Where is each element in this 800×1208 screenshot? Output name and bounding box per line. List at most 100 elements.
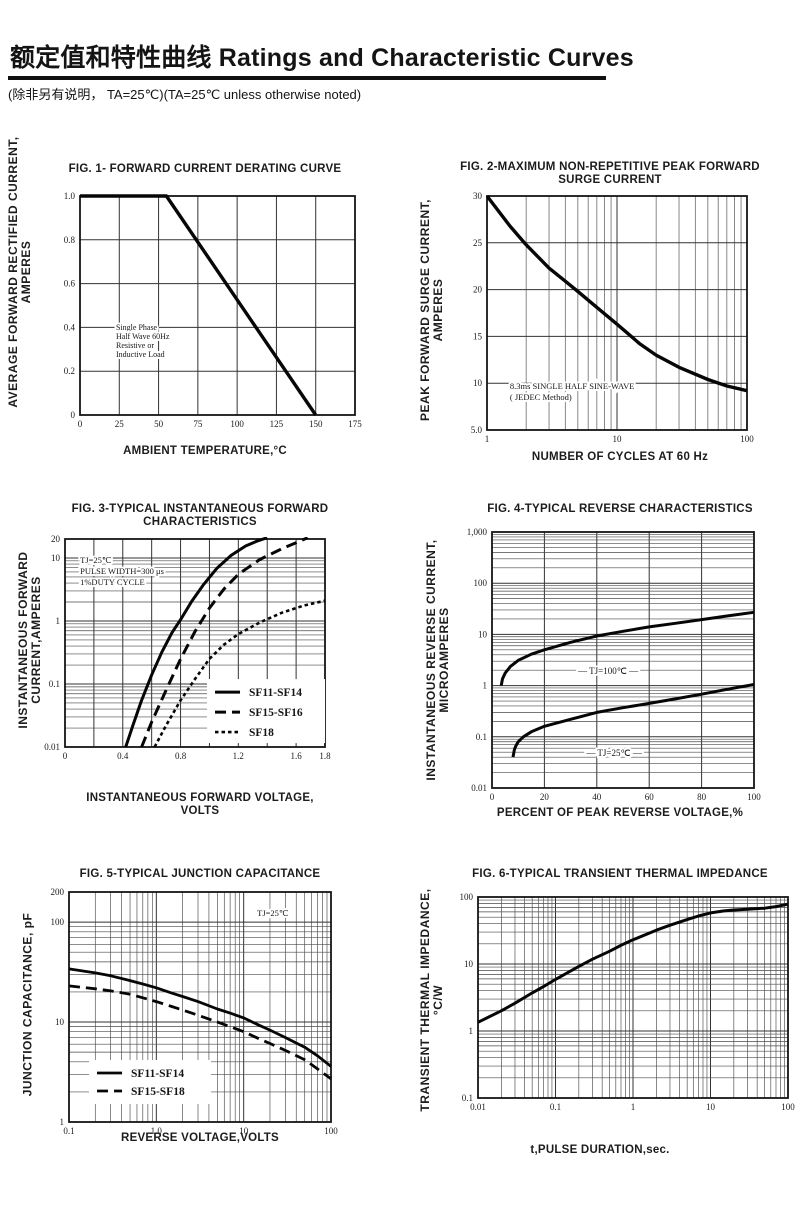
svg-text:0.01: 0.01 — [471, 783, 487, 793]
figure-2-plot: 8.3ms SINGLE HALF SINE-WAVE( JEDEC Metho… — [471, 191, 755, 444]
svg-text:SF18: SF18 — [249, 727, 274, 739]
figure-4-x-axis-label: PERCENT OF PEAK REVERSE VOLTAGE,% — [496, 807, 744, 819]
svg-text:80: 80 — [697, 792, 707, 802]
svg-text:( JEDEC Method): ( JEDEC Method) — [510, 392, 572, 402]
svg-text:10: 10 — [239, 1126, 249, 1136]
svg-text:0: 0 — [78, 419, 83, 429]
figure-3-x-axis-label: INSTANTANEOUS FORWARD VOLTAGE, VOLTS — [86, 792, 314, 817]
svg-text:0.2: 0.2 — [64, 366, 75, 376]
svg-text:0.4: 0.4 — [117, 751, 129, 761]
svg-text:25: 25 — [473, 238, 483, 248]
figure-2: FIG. 2-MAXIMUM NON-REPETITIVE PEAK FORWA… — [418, 158, 800, 463]
svg-text:— TJ=25℃ —: — TJ=25℃ — — [585, 748, 643, 758]
figure-1-y-axis-label: AVERAGE FORWARD RECTIFIED CURRENT, AMPER… — [6, 136, 33, 408]
svg-text:1: 1 — [483, 681, 488, 691]
svg-text:1: 1 — [469, 1026, 474, 1036]
svg-text:0.1: 0.1 — [462, 1093, 473, 1103]
svg-text:60: 60 — [645, 792, 655, 802]
svg-text:10: 10 — [613, 434, 623, 444]
svg-text:1.0: 1.0 — [64, 191, 76, 201]
svg-text:PULSE WIDTH=300 μs: PULSE WIDTH=300 μs — [80, 566, 164, 576]
svg-text:0.8: 0.8 — [175, 751, 187, 761]
svg-text:0.1: 0.1 — [63, 1126, 74, 1136]
svg-text:125: 125 — [270, 419, 284, 429]
svg-text:SF15-SF16: SF15-SF16 — [249, 707, 303, 719]
svg-text:10: 10 — [55, 1017, 65, 1027]
svg-text:15: 15 — [473, 331, 483, 341]
svg-text:0: 0 — [71, 410, 76, 420]
page-title-en: Ratings and Characteristic Curves — [211, 44, 634, 72]
svg-text:10: 10 — [706, 1102, 716, 1112]
svg-text:0.8: 0.8 — [64, 235, 76, 245]
svg-text:100: 100 — [747, 792, 761, 802]
svg-text:TJ=25℃: TJ=25℃ — [257, 908, 289, 918]
svg-text:0: 0 — [63, 751, 68, 761]
figure-6-title: FIG. 6-TYPICAL TRANSIENT THERMAL IMPEDAN… — [472, 868, 768, 880]
svg-text:50: 50 — [154, 419, 164, 429]
svg-text:1.8: 1.8 — [319, 751, 331, 761]
page-title: 额定值和特性曲线 Ratings and Characteristic Curv… — [10, 38, 634, 74]
svg-text:100: 100 — [474, 578, 488, 588]
svg-text:1: 1 — [631, 1102, 636, 1112]
svg-text:0.1: 0.1 — [550, 1102, 561, 1112]
svg-text:0.01: 0.01 — [470, 1102, 486, 1112]
svg-text:Single Phase: Single Phase — [116, 323, 158, 332]
figure-5-x-axis-label: REVERSE VOLTAGE,VOLTS — [121, 1132, 279, 1144]
figure-3: FIG. 3-TYPICAL INSTANTANEOUS FORWARD CHA… — [0, 495, 400, 830]
svg-text:100: 100 — [781, 1102, 795, 1112]
svg-text:100: 100 — [230, 419, 244, 429]
svg-text:0.1: 0.1 — [49, 679, 60, 689]
svg-text:100: 100 — [460, 892, 474, 902]
page-subtitle: (除非另有说明， TA=25℃)(TA=25℃ unless otherwise… — [8, 87, 362, 102]
svg-text:1: 1 — [60, 1117, 65, 1127]
figure-6-x-axis-label: t,PULSE DURATION,sec. — [530, 1144, 670, 1156]
svg-text:5.0: 5.0 — [471, 425, 483, 435]
figure-1-title: FIG. 1- FORWARD CURRENT DERATING CURVE — [68, 163, 342, 175]
svg-text:0: 0 — [490, 792, 495, 802]
figure-1: FIG. 1- FORWARD CURRENT DERATING CURVE A… — [0, 136, 400, 458]
svg-text:1.6: 1.6 — [290, 751, 302, 761]
svg-text:0.1: 0.1 — [476, 732, 487, 742]
svg-text:— TJ=100℃ —: — TJ=100℃ — — [577, 666, 639, 676]
svg-text:SF11-SF14: SF11-SF14 — [249, 687, 302, 699]
svg-text:1: 1 — [56, 616, 61, 626]
page-title-cn: 额定值和特性曲线 — [10, 44, 212, 72]
figure-4-plot: — TJ=100℃ — — TJ=25℃ — 0 20 40 60 80 100 0.01 0.1… — [467, 527, 762, 802]
figure-4-title: FIG. 4-TYPICAL REVERSE CHARACTERISTICS — [487, 503, 753, 515]
svg-text:1%DUTY CYCLE: 1%DUTY CYCLE — [80, 577, 145, 587]
svg-text:20: 20 — [540, 792, 550, 802]
figure-2-x-axis-label: NUMBER OF CYCLES AT 60 Hz — [531, 451, 709, 463]
svg-text:100: 100 — [51, 917, 65, 927]
figure-1-x-axis-label: AMBIENT TEMPERATURE,°C — [123, 445, 287, 457]
svg-text:8.3ms SINGLE HALF SINE-WAVE: 8.3ms SINGLE HALF SINE-WAVE — [510, 381, 635, 391]
svg-text:150: 150 — [309, 419, 323, 429]
svg-text:25: 25 — [115, 419, 125, 429]
svg-text:10: 10 — [51, 553, 61, 563]
svg-text:100: 100 — [324, 1126, 338, 1136]
figure-4-y-axis-label: INSTANTANEOUS REVERSE CURRENT, MICROAMPE… — [424, 539, 451, 781]
svg-text:75: 75 — [193, 419, 203, 429]
svg-text:TJ=25℃: TJ=25℃ — [80, 555, 112, 565]
svg-text:Half Wave 60Hz: Half Wave 60Hz — [116, 332, 170, 341]
figure-6-y-axis-label: TRANSIENT THERMAL IMPEDANCE, °C/W — [418, 888, 445, 1112]
svg-text:0.6: 0.6 — [64, 279, 76, 289]
svg-text:40: 40 — [592, 792, 602, 802]
figure-2-title: FIG. 2-MAXIMUM NON-REPETITIVE PEAK FORWA… — [460, 161, 760, 186]
svg-text:100: 100 — [740, 434, 754, 444]
figure-5-plot: TJ=25℃ SF11-SF14 SF15-SF18 0.1 1.0 10 100 1 10 10… — [51, 887, 339, 1136]
svg-text:20: 20 — [51, 534, 61, 544]
figure-5: FIG. 5-TYPICAL JUNCTION CAPACITANCE JUNC… — [0, 860, 400, 1165]
figure-5-title: FIG. 5-TYPICAL JUNCTION CAPACITANCE — [79, 868, 321, 880]
svg-text:20: 20 — [473, 285, 483, 295]
svg-text:Inductive Load: Inductive Load — [116, 350, 165, 359]
figure-3-title: FIG. 3-TYPICAL INSTANTANEOUS FORWARD CHA… — [71, 503, 329, 528]
svg-text:30: 30 — [473, 191, 483, 201]
svg-text:1.2: 1.2 — [233, 751, 244, 761]
svg-text:175: 175 — [348, 419, 362, 429]
figure-2-y-axis-label: PEAK FORWARD SURGE CURRENT, AMPERES — [418, 199, 445, 421]
svg-text:SF11-SF14: SF11-SF14 — [131, 1068, 184, 1080]
svg-text:1.0: 1.0 — [151, 1126, 163, 1136]
